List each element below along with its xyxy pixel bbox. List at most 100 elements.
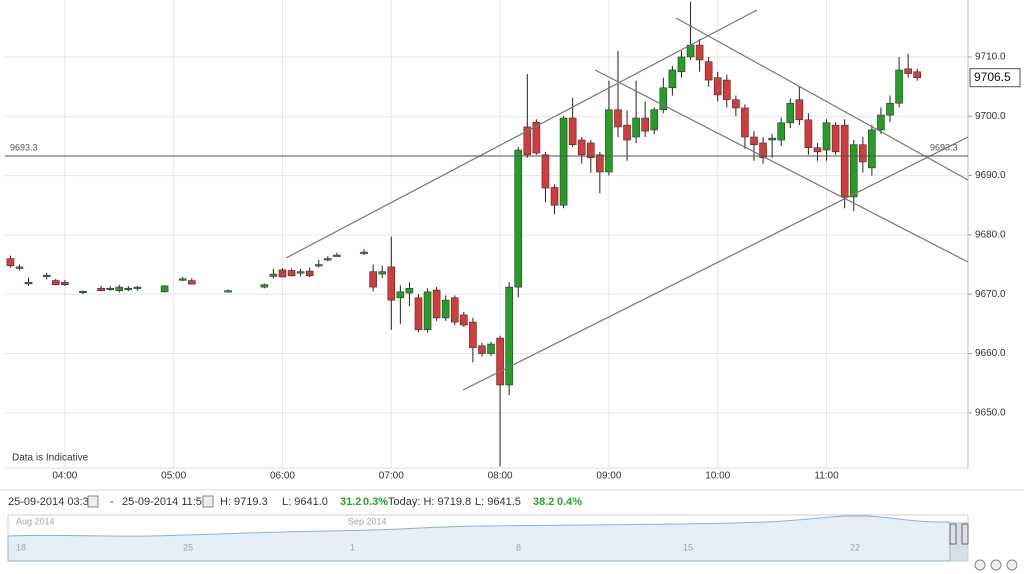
candle-body [641, 117, 649, 132]
candle-body [840, 124, 849, 198]
navigator-handle[interactable] [949, 523, 957, 545]
candle-body [432, 289, 441, 319]
candle-body [550, 187, 559, 206]
candle-body [24, 282, 33, 285]
candle-body [541, 154, 550, 189]
period-change-pct: 0.3% [363, 496, 388, 508]
candle-body [904, 68, 912, 74]
calendar-button[interactable] [202, 495, 214, 508]
candle-body [423, 291, 432, 331]
candle-body [378, 271, 387, 275]
navigator-day: 8 [516, 542, 521, 552]
annotation: Data is Indicative [12, 453, 89, 464]
y-tick-label: 9710.0 [975, 52, 1006, 63]
candle-body [777, 122, 786, 141]
candles [6, 1, 922, 467]
y-tick-label: 9700.0 [975, 111, 1006, 122]
candle-body [605, 109, 613, 173]
candle-body [831, 124, 840, 153]
navigator-day: 25 [183, 542, 193, 552]
candle-body [722, 79, 731, 100]
reset-button[interactable] [1006, 559, 1018, 571]
period-high: H: 9719.3 [220, 496, 268, 508]
candle-body [106, 287, 114, 291]
candle-body [387, 266, 396, 301]
navigator-month: Aug 2014 [16, 516, 55, 526]
navigator-handle[interactable] [961, 523, 969, 545]
today-high: Today: H: 9719.8 [388, 496, 471, 508]
navigator: Aug 2014 Sep 2014 18 25 1 8 15 22 [7, 514, 1018, 571]
candle-body [160, 285, 169, 293]
candle-body [396, 291, 405, 299]
candle-body [314, 264, 323, 267]
x-tick-label: 11:00 [814, 471, 839, 482]
today-low: L: 9641.5 [475, 496, 521, 508]
candle-body [514, 149, 523, 288]
candle-body [577, 139, 586, 156]
candle-body [496, 337, 504, 386]
candle-body [405, 287, 414, 294]
candle-body [786, 102, 795, 124]
separator: - [110, 496, 114, 508]
trend-line [675, 17, 969, 181]
candle-body [650, 109, 659, 131]
trend-lines [285, 9, 969, 391]
overlay: 9693.3 9693.3 9706.5 [5, 68, 1021, 157]
candle-body [260, 284, 269, 288]
candle-body [895, 69, 903, 104]
candle-body [532, 121, 541, 154]
candle-body [568, 117, 577, 146]
trend-line [462, 136, 969, 391]
candle-body [704, 61, 713, 81]
candle-body [478, 345, 486, 354]
candle-body [713, 77, 722, 96]
trend-line [594, 69, 969, 263]
zoom-in-button[interactable] [990, 559, 1002, 571]
candle-body [886, 102, 894, 116]
zoom-out-button[interactable] [974, 559, 986, 571]
today-change-pct: 0.4% [557, 496, 582, 508]
period-low: L: 9641.0 [282, 496, 328, 508]
y-tick-label: 9680.0 [975, 230, 1006, 241]
date-from: 25-09-2014 03:30 [8, 496, 95, 508]
candle-body [333, 254, 341, 257]
candle-body [324, 258, 332, 261]
y-tick-label: 9690.0 [975, 170, 1006, 181]
candle-body [913, 71, 922, 79]
candle-body [6, 258, 15, 267]
navigator-day: 15 [683, 542, 693, 552]
grid: 9650.0 9660.0 9670.0 9680.0 9690.0 9700.0 9710… [5, 0, 1006, 482]
y-tick-label: 9650.0 [975, 407, 1006, 418]
candle-body [42, 274, 51, 278]
candle-body [97, 287, 105, 291]
candle-body [822, 122, 831, 151]
candle-body [469, 321, 477, 348]
trend-line [285, 9, 758, 259]
candle-body [296, 271, 305, 274]
candle-body [668, 69, 677, 89]
candle-body [305, 270, 314, 277]
last-price-label: 9706.5 [974, 70, 1011, 84]
navigator-day: 1 [350, 542, 355, 552]
candle-body [278, 269, 287, 278]
candle-body [859, 144, 867, 163]
navigator-day: 18 [16, 542, 26, 552]
candle-body [178, 278, 187, 281]
candle-body [795, 99, 804, 121]
y-tick-label: 9670.0 [975, 289, 1006, 300]
reference-label: 9693.3 [930, 142, 958, 152]
candle-body [369, 271, 377, 288]
x-tick-label: 09:00 [596, 471, 621, 482]
x-tick-label: 07:00 [379, 471, 404, 482]
candle-body [460, 314, 468, 326]
x-tick-label: 04:00 [52, 471, 77, 482]
candle-body [759, 142, 767, 159]
y-tick-label: 9660.0 [975, 348, 1006, 359]
candle-body [450, 297, 459, 323]
candle-body [51, 280, 60, 286]
x-tick-label: 10:00 [705, 471, 730, 482]
candle-body [523, 126, 532, 156]
candle-body [849, 144, 858, 198]
calendar-button[interactable] [87, 495, 99, 508]
